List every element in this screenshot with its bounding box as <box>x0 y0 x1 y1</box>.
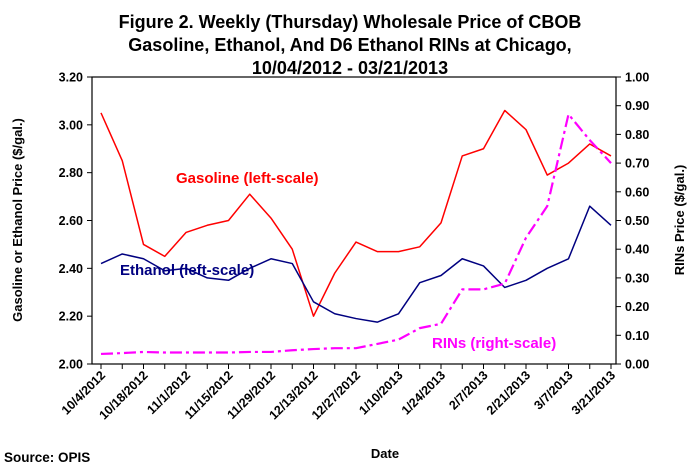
left-axis: 2.00 2.20 2.40 2.60 2.80 3.00 3.20 <box>59 71 92 372</box>
right-axis: 0.00 0.10 0.20 0.30 0.40 0.50 0.60 0.70 0.80 0.90… <box>616 71 649 372</box>
left-tick-label: 2.60 <box>59 214 83 228</box>
chart-title-line-1: Figure 2. Weekly (Thursday) Wholesale Pr… <box>119 12 582 32</box>
x-tick-label: 3/21/2013 <box>569 368 618 417</box>
left-tick-label: 2.40 <box>59 262 83 276</box>
right-tick-label: 0.10 <box>625 329 649 343</box>
x-tick-label: 2/7/2013 <box>446 368 490 412</box>
rins-series-line <box>100 113 612 356</box>
right-tick-label: 0.80 <box>625 128 649 142</box>
chart-title-line-2: Gasoline, Ethanol, And D6 Ethanol RINs a… <box>128 35 571 55</box>
right-tick-label: 0.20 <box>625 300 649 314</box>
x-axis-label: Date <box>371 446 399 461</box>
gasoline-series-line <box>100 109 612 317</box>
rins-annotation: RINs (right-scale) <box>432 335 556 352</box>
y-axis-left-label: Gasoline or Ethanol Price ($/gal.) <box>10 118 25 322</box>
right-tick-label: 0.40 <box>625 243 649 257</box>
left-tick-label: 3.00 <box>59 118 83 132</box>
left-tick-label: 2.20 <box>59 310 83 324</box>
right-tick-label: 0.90 <box>625 99 649 113</box>
x-tick-label: 3/7/2013 <box>531 368 575 412</box>
right-tick-label: 0.70 <box>625 157 649 171</box>
y-axis-right-label: RINs Price ($/gal.) <box>672 165 687 276</box>
ethanol-series-line <box>100 205 612 323</box>
x-axis: 10/4/201210/18/201211/1/201211/15/201211… <box>59 364 618 422</box>
x-tick-label: 1/10/2013 <box>356 368 405 417</box>
right-tick-label: 1.00 <box>625 71 649 85</box>
x-tick-label: 1/24/2013 <box>399 368 448 417</box>
right-tick-label: 0.00 <box>625 358 649 372</box>
ethanol-annotation: Ethanol (left-scale) <box>120 262 254 279</box>
left-tick-label: 3.20 <box>59 71 83 85</box>
x-tick-label: 2/21/2013 <box>484 368 533 417</box>
left-tick-label: 2.80 <box>59 166 83 180</box>
right-tick-label: 0.30 <box>625 271 649 285</box>
right-tick-label: 0.50 <box>625 214 649 228</box>
source-note: Source: OPIS <box>4 450 90 465</box>
right-tick-label: 0.60 <box>625 185 649 199</box>
series-layer <box>100 109 612 356</box>
left-tick-label: 2.00 <box>59 358 83 372</box>
chart-title-line-3: 10/04/2012 - 03/21/2013 <box>252 58 448 78</box>
gasoline-annotation: Gasoline (left-scale) <box>176 170 319 187</box>
